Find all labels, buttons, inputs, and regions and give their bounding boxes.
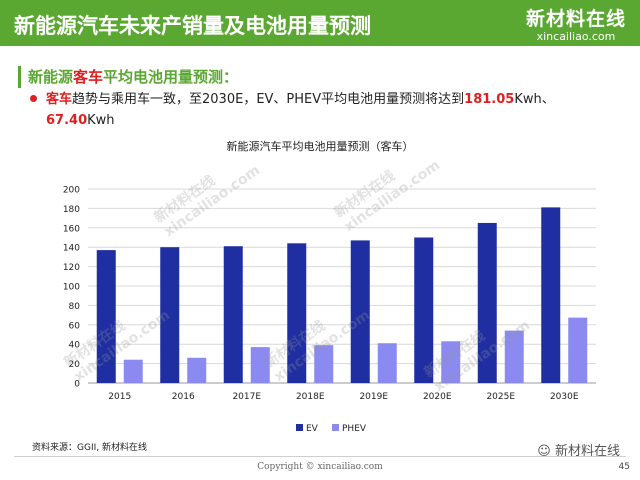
page-title: 新能源汽车未来产销量及电池用量预测 xyxy=(14,14,371,38)
bar-phev xyxy=(250,347,270,383)
bar-ev xyxy=(96,250,116,383)
logo-en-text: xincailiao.com xyxy=(536,30,616,43)
page-number: 45 xyxy=(618,462,630,472)
bar-ev xyxy=(477,222,497,383)
legend-label-ev: EV xyxy=(306,424,319,434)
brand-logo: 新材料在线 xincailiao.com xyxy=(526,4,626,43)
bar-phev xyxy=(504,330,524,383)
y-tick-label: 80 xyxy=(69,302,81,312)
bullet-value-ev: 181.05 xyxy=(464,92,515,107)
y-tick-label: 180 xyxy=(63,205,80,215)
x-tick-label: 2019E xyxy=(359,392,388,402)
bullet-body: 趋势与乘用车一致，至2030E，EV、PHEV平均电池用量预测将达到 xyxy=(72,92,465,107)
y-tick-label: 160 xyxy=(63,224,80,234)
x-tick-label: 2015 xyxy=(108,392,131,402)
logo-cn-text: 新材料在线 xyxy=(525,8,626,30)
y-tick-label: 100 xyxy=(63,283,80,293)
subtitle-suffix: 平均电池用量预测： xyxy=(103,68,239,86)
y-tick-label: 200 xyxy=(63,186,80,196)
bullet-unit-1: Kwh、 xyxy=(514,92,555,107)
bar-phev xyxy=(187,357,207,383)
bar-phev xyxy=(123,359,143,383)
x-tick-label: 2030E xyxy=(550,392,579,402)
bar-ev xyxy=(350,240,370,383)
y-tick-label: 40 xyxy=(69,341,81,351)
bar-phev xyxy=(568,317,588,383)
x-tick-label: 2016 xyxy=(172,392,195,402)
x-tick-label: 2018E xyxy=(296,392,325,402)
legend-label-phev: PHEV xyxy=(342,424,367,434)
wechat-text: 新材料在线 xyxy=(554,444,620,459)
bar-ev xyxy=(414,237,434,383)
y-tick-label: 140 xyxy=(63,244,80,254)
source-note: 资料来源：GGII, 新材料在线 xyxy=(32,443,147,453)
bullet-text: 客车趋势与乘用车一致，至2030E，EV、PHEV平均电池用量预测将达到181.… xyxy=(46,89,606,131)
bar-phev xyxy=(377,343,397,383)
x-tick-label: 2017E xyxy=(232,392,261,402)
bullet-unit-2: Kwh xyxy=(87,113,115,128)
section-subtitle: 新能源客车平均电池用量预测： xyxy=(28,66,238,87)
bar-ev xyxy=(287,243,307,383)
bullet-dot-icon xyxy=(30,95,37,102)
bullet-lead: 客车 xyxy=(46,92,73,107)
y-tick-label: 0 xyxy=(74,380,80,390)
bullet-value-phev: 67.40 xyxy=(46,113,88,128)
copyright: Copyright © xincailiao.com xyxy=(257,462,383,472)
bar-ev xyxy=(541,207,561,383)
y-tick-label: 20 xyxy=(69,360,81,370)
bar-ev xyxy=(160,247,180,383)
subtitle-accent xyxy=(18,66,21,88)
x-tick-label: 2020E xyxy=(423,392,452,402)
x-tick-label: 2025E xyxy=(486,392,515,402)
bar-ev xyxy=(223,246,243,383)
footer-divider xyxy=(14,456,626,457)
wechat-icon: ☺ xyxy=(537,444,551,459)
subtitle-highlight: 客车 xyxy=(73,68,104,86)
y-tick-label: 120 xyxy=(63,263,80,273)
chart-title: 新能源汽车平均电池用量预测（客车） xyxy=(226,140,414,153)
subtitle-prefix: 新能源 xyxy=(28,68,74,86)
legend-swatch-ev xyxy=(296,424,303,431)
bar-phev xyxy=(314,345,334,383)
wechat-label: ☺ 新材料在线 xyxy=(537,440,620,459)
legend-swatch-phev xyxy=(332,424,339,431)
bar-phev xyxy=(441,341,461,383)
y-tick-label: 60 xyxy=(69,321,81,331)
header-bar: 新能源汽车未来产销量及电池用量预测 新材料在线 xincailiao.com xyxy=(0,0,640,46)
